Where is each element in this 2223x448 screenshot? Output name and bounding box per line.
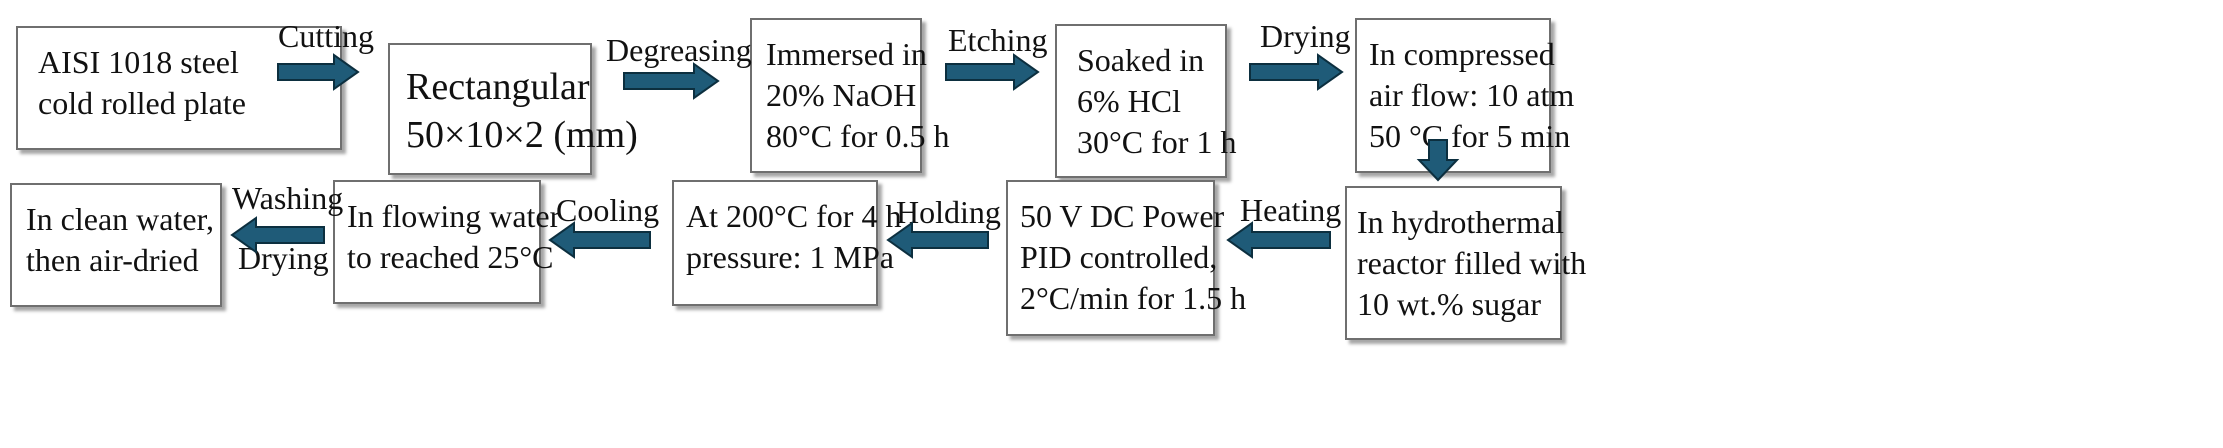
box-line: In compressed [1369,36,1555,72]
box-line: In clean water, [26,201,214,237]
box-hydrothermal-reactor: In hydrothermal reactor filled with 10 w… [1345,186,1586,340]
box-line: 20% NaOH [766,77,917,113]
box-line: pressure: 1 MPa [686,239,894,275]
box-line: 50 V DC Power [1020,198,1225,234]
box-line: AISI 1018 steel [38,44,239,80]
arrow-layer [230,53,1460,259]
arrow-cooling [548,221,651,259]
arrow-etching [945,53,1040,91]
box-rectangular-sample: Rectangular 50×10×2 (mm) [388,43,638,175]
box-line: 30°C for 1 h [1077,124,1237,160]
box-line: 6% HCl [1077,83,1181,119]
box-washing-conditions: In clean water, then air-dried [10,183,222,307]
arrow-down-to-reactor [1416,139,1460,182]
step-label-etching: Etching [948,22,1048,58]
step-label-cutting: Cutting [278,18,375,54]
box-degreasing-conditions: Immersed in 20% NaOH 80°C for 0.5 h [750,18,949,173]
step-label-holding: Holding [896,194,1001,230]
arrow-cutting [277,53,360,91]
box-line: PID controlled, [1020,239,1218,275]
step-label-degreasing: Degreasing [606,32,752,68]
box-line: Rectangular [406,66,590,108]
arrow-drying [1249,53,1344,91]
box-line: Immersed in [766,36,927,72]
box-line: Soaked in [1077,42,1205,78]
box-etching-conditions: Soaked in 6% HCl 30°C for 1 h [1055,24,1237,178]
box-heating-conditions: 50 V DC Power PID controlled, 2°C/min fo… [1006,180,1246,336]
step-label-washing: Washing [232,180,344,216]
box-line: In hydrothermal [1357,204,1565,240]
arrow-washing [230,216,325,254]
arrow-heating [1226,221,1331,259]
step-label-cooling: Cooling [556,192,660,228]
step-label-heating: Heating [1240,192,1342,228]
box-line: to reached 25°C [347,239,554,275]
arrow-degreasing [623,62,720,100]
arrow-holding [886,221,989,259]
box-drying-conditions: In compressed air flow: 10 atm 50 °C for… [1355,18,1574,173]
box-line: 10 wt.% sugar [1357,286,1541,322]
box-steel-plate: AISI 1018 steel cold rolled plate [16,26,342,150]
box-cooling-conditions: In flowing water to reached 25°C [333,180,561,304]
box-line: In flowing water [347,198,561,234]
box-line: cold rolled plate [38,85,246,121]
box-line: then air-dried [26,242,199,278]
step-label-drying: Drying [1260,18,1351,54]
box-holding-conditions: At 200°C for 4 h pressure: 1 MPa [672,180,901,306]
